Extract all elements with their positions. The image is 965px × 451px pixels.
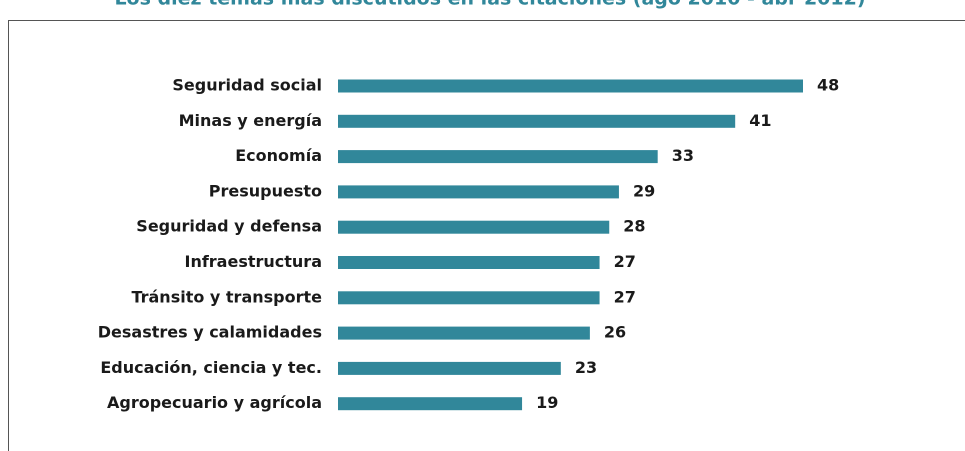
value-label: 28	[623, 217, 645, 236]
value-label: 23	[575, 358, 597, 377]
bar	[338, 79, 803, 93]
value-label: 26	[604, 323, 626, 342]
value-label: 33	[672, 146, 694, 165]
value-label: 48	[817, 76, 839, 95]
bar	[338, 114, 736, 128]
category-label: Tránsito y transporte	[131, 287, 322, 306]
category-label: Economía	[235, 146, 322, 165]
category-label: Presupuesto	[209, 181, 322, 200]
category-label: Seguridad y defensa	[136, 217, 322, 236]
value-label: 27	[614, 287, 636, 306]
bar	[338, 220, 610, 234]
bar	[338, 361, 561, 375]
value-label: 41	[749, 111, 771, 130]
value-label: 19	[536, 393, 558, 412]
category-label: Desastres y calamidades	[98, 323, 322, 342]
category-label: Minas y energía	[179, 111, 322, 130]
bar	[338, 185, 619, 199]
bar	[338, 150, 658, 164]
bar	[338, 397, 523, 411]
frame	[8, 20, 965, 451]
value-label: 27	[614, 252, 636, 271]
category-label: Agropecuario y agrícola	[107, 393, 322, 412]
category-label: Educación, ciencia y tec.	[100, 358, 322, 377]
bar	[338, 291, 600, 305]
category-label: Infraestructura	[184, 252, 322, 271]
bar	[338, 256, 600, 269]
bar	[338, 326, 590, 340]
category-label: Seguridad social	[172, 76, 322, 95]
value-label: 29	[633, 181, 655, 200]
chart-title: Los diez temas más discutidos en las cit…	[114, 0, 865, 10]
